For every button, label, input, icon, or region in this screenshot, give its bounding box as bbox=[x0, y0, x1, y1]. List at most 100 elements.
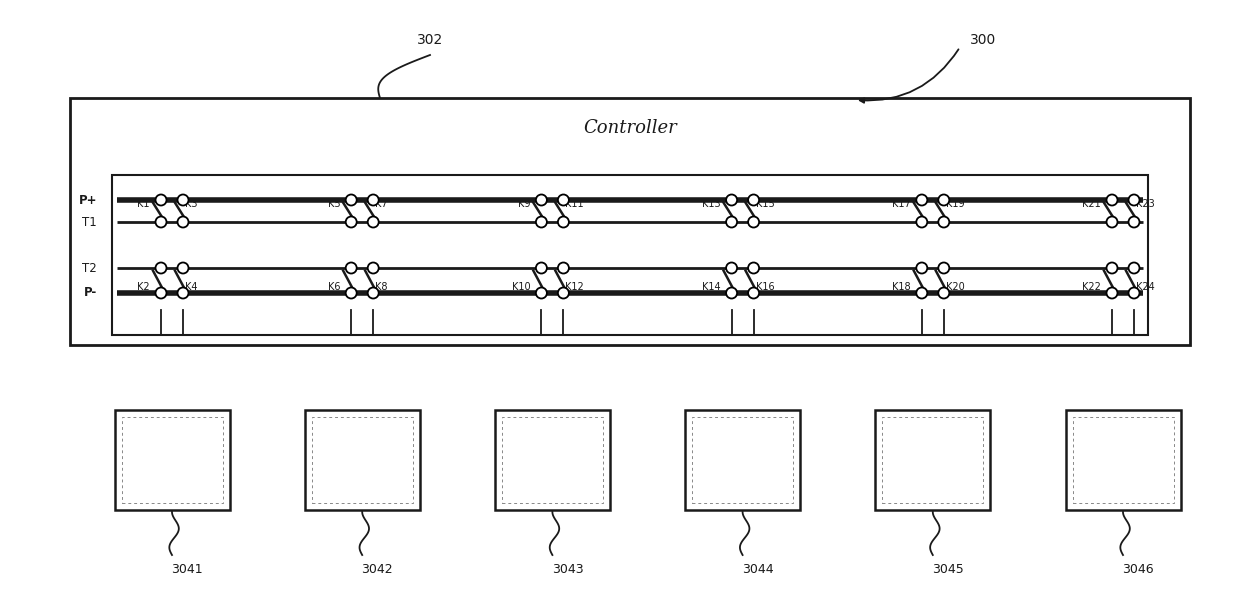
Circle shape bbox=[177, 262, 188, 273]
Text: Battery: Battery bbox=[1097, 443, 1149, 457]
Circle shape bbox=[748, 217, 759, 228]
Circle shape bbox=[916, 195, 928, 206]
Text: K24: K24 bbox=[1136, 282, 1154, 293]
Text: K16: K16 bbox=[755, 282, 774, 293]
Text: K5: K5 bbox=[327, 199, 340, 209]
Circle shape bbox=[536, 262, 547, 273]
Text: Battery: Battery bbox=[906, 443, 959, 457]
Circle shape bbox=[939, 287, 950, 298]
Text: K13: K13 bbox=[702, 199, 720, 209]
Circle shape bbox=[558, 217, 569, 228]
Text: K7: K7 bbox=[376, 199, 388, 209]
Text: K23: K23 bbox=[1136, 199, 1154, 209]
Circle shape bbox=[346, 287, 357, 298]
Bar bbox=[305, 410, 419, 510]
Bar bbox=[112, 175, 1148, 335]
Circle shape bbox=[368, 195, 378, 206]
Text: 3#: 3# bbox=[542, 468, 563, 482]
Text: 3041: 3041 bbox=[171, 563, 203, 576]
Circle shape bbox=[748, 262, 759, 273]
Text: 3045: 3045 bbox=[932, 563, 963, 576]
Circle shape bbox=[155, 195, 166, 206]
Text: 5#: 5# bbox=[923, 468, 944, 482]
Text: K10: K10 bbox=[512, 282, 531, 293]
Text: K15: K15 bbox=[755, 199, 774, 209]
Text: 3044: 3044 bbox=[742, 563, 774, 576]
Circle shape bbox=[155, 287, 166, 298]
Circle shape bbox=[1128, 217, 1140, 228]
Text: 3042: 3042 bbox=[361, 563, 393, 576]
Text: K20: K20 bbox=[946, 282, 965, 293]
Circle shape bbox=[558, 287, 569, 298]
Text: K4: K4 bbox=[185, 282, 197, 293]
Circle shape bbox=[368, 262, 378, 273]
Circle shape bbox=[727, 287, 737, 298]
Text: K17: K17 bbox=[892, 199, 911, 209]
Circle shape bbox=[727, 217, 737, 228]
Circle shape bbox=[558, 262, 569, 273]
Circle shape bbox=[939, 195, 950, 206]
Text: K19: K19 bbox=[946, 199, 965, 209]
Text: K1: K1 bbox=[138, 199, 150, 209]
Circle shape bbox=[748, 195, 759, 206]
Circle shape bbox=[1128, 287, 1140, 298]
Circle shape bbox=[916, 287, 928, 298]
Circle shape bbox=[536, 217, 547, 228]
Circle shape bbox=[748, 287, 759, 298]
Circle shape bbox=[346, 195, 357, 206]
Circle shape bbox=[916, 262, 928, 273]
Bar bbox=[684, 410, 800, 510]
Bar bbox=[69, 98, 1190, 345]
Bar bbox=[502, 417, 603, 503]
Bar bbox=[122, 417, 222, 503]
Circle shape bbox=[536, 287, 547, 298]
Bar bbox=[114, 410, 229, 510]
Text: K14: K14 bbox=[702, 282, 720, 293]
Circle shape bbox=[1106, 217, 1117, 228]
Text: T1: T1 bbox=[82, 215, 97, 229]
Bar bbox=[692, 417, 794, 503]
Text: 4#: 4# bbox=[733, 468, 753, 482]
Text: K22: K22 bbox=[1083, 282, 1101, 293]
Text: K6: K6 bbox=[327, 282, 340, 293]
Circle shape bbox=[727, 195, 737, 206]
Text: P-: P- bbox=[84, 287, 97, 300]
Circle shape bbox=[368, 217, 378, 228]
Text: Battery: Battery bbox=[527, 443, 578, 457]
Bar bbox=[1073, 417, 1173, 503]
Circle shape bbox=[177, 217, 188, 228]
Text: K12: K12 bbox=[565, 282, 584, 293]
Circle shape bbox=[177, 195, 188, 206]
Circle shape bbox=[939, 217, 950, 228]
Circle shape bbox=[1106, 262, 1117, 273]
Circle shape bbox=[346, 217, 357, 228]
Circle shape bbox=[1128, 262, 1140, 273]
Text: Battery: Battery bbox=[146, 443, 198, 457]
Text: 2#: 2# bbox=[352, 468, 372, 482]
Text: K3: K3 bbox=[185, 199, 197, 209]
Text: K9: K9 bbox=[518, 199, 531, 209]
Text: K18: K18 bbox=[892, 282, 911, 293]
Text: P+: P+ bbox=[78, 193, 97, 207]
Text: K21: K21 bbox=[1083, 199, 1101, 209]
Circle shape bbox=[155, 262, 166, 273]
Text: 302: 302 bbox=[417, 33, 443, 47]
Text: 300: 300 bbox=[970, 33, 996, 47]
Text: K2: K2 bbox=[138, 282, 150, 293]
Circle shape bbox=[177, 287, 188, 298]
Circle shape bbox=[1128, 195, 1140, 206]
Circle shape bbox=[368, 287, 378, 298]
Text: 1#: 1# bbox=[161, 468, 182, 482]
Text: 6#: 6# bbox=[1112, 468, 1133, 482]
Bar bbox=[311, 417, 413, 503]
Text: 3046: 3046 bbox=[1122, 563, 1153, 576]
Text: K11: K11 bbox=[565, 199, 584, 209]
Circle shape bbox=[916, 217, 928, 228]
Text: K8: K8 bbox=[376, 282, 388, 293]
Bar bbox=[875, 410, 991, 510]
Circle shape bbox=[1106, 195, 1117, 206]
Bar bbox=[495, 410, 610, 510]
Circle shape bbox=[536, 195, 547, 206]
Circle shape bbox=[558, 195, 569, 206]
Text: Battery: Battery bbox=[717, 443, 769, 457]
